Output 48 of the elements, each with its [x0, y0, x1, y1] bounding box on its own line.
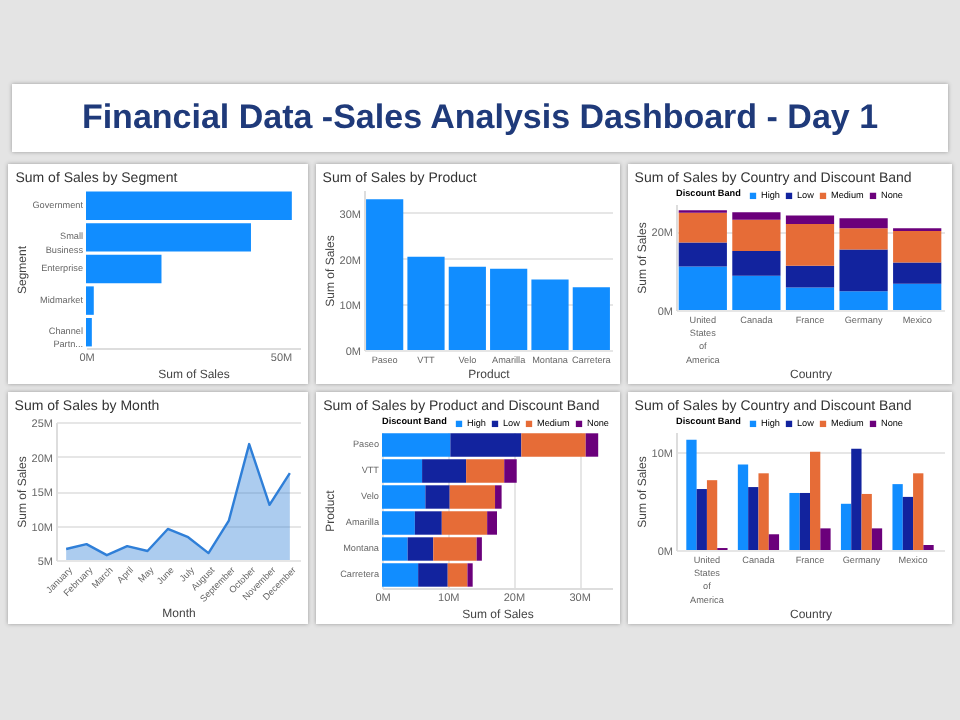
bar — [572, 287, 610, 350]
bar — [732, 275, 781, 310]
bar — [467, 563, 473, 587]
bar — [893, 262, 942, 284]
bar — [893, 231, 942, 263]
bar — [531, 279, 569, 350]
bar — [521, 433, 586, 457]
bar — [748, 487, 759, 550]
bar — [366, 199, 404, 350]
bar — [871, 528, 883, 550]
bar — [840, 503, 852, 550]
bar — [448, 266, 486, 350]
bar — [785, 215, 835, 225]
bar — [785, 224, 835, 266]
bar — [585, 433, 599, 457]
bar — [789, 492, 800, 550]
bar — [504, 459, 517, 483]
bar — [678, 242, 727, 267]
bar — [768, 534, 780, 550]
bar — [706, 480, 718, 550]
bar — [407, 256, 445, 350]
bar — [785, 265, 835, 288]
bar — [686, 439, 697, 550]
bar — [696, 489, 707, 550]
bar — [732, 212, 781, 220]
bar — [913, 473, 924, 550]
bar — [839, 291, 888, 310]
bar — [893, 283, 942, 310]
bar — [732, 251, 781, 276]
bar — [758, 473, 769, 550]
bar — [861, 493, 872, 550]
bar — [892, 484, 903, 550]
bar — [851, 448, 862, 550]
bar — [737, 464, 749, 550]
bar — [490, 268, 528, 350]
bar — [810, 451, 821, 550]
bar — [820, 528, 831, 550]
bar — [839, 218, 888, 229]
bar — [476, 537, 482, 561]
bar — [839, 228, 888, 250]
bar — [678, 212, 727, 243]
bar — [785, 287, 835, 310]
bar — [732, 219, 781, 252]
text: Financial Data -Sales Analysis Dashboard - Day 1 — [12, 84, 948, 152]
bar — [678, 266, 727, 310]
bar — [902, 496, 914, 550]
bar — [799, 492, 810, 550]
bar — [839, 249, 888, 292]
